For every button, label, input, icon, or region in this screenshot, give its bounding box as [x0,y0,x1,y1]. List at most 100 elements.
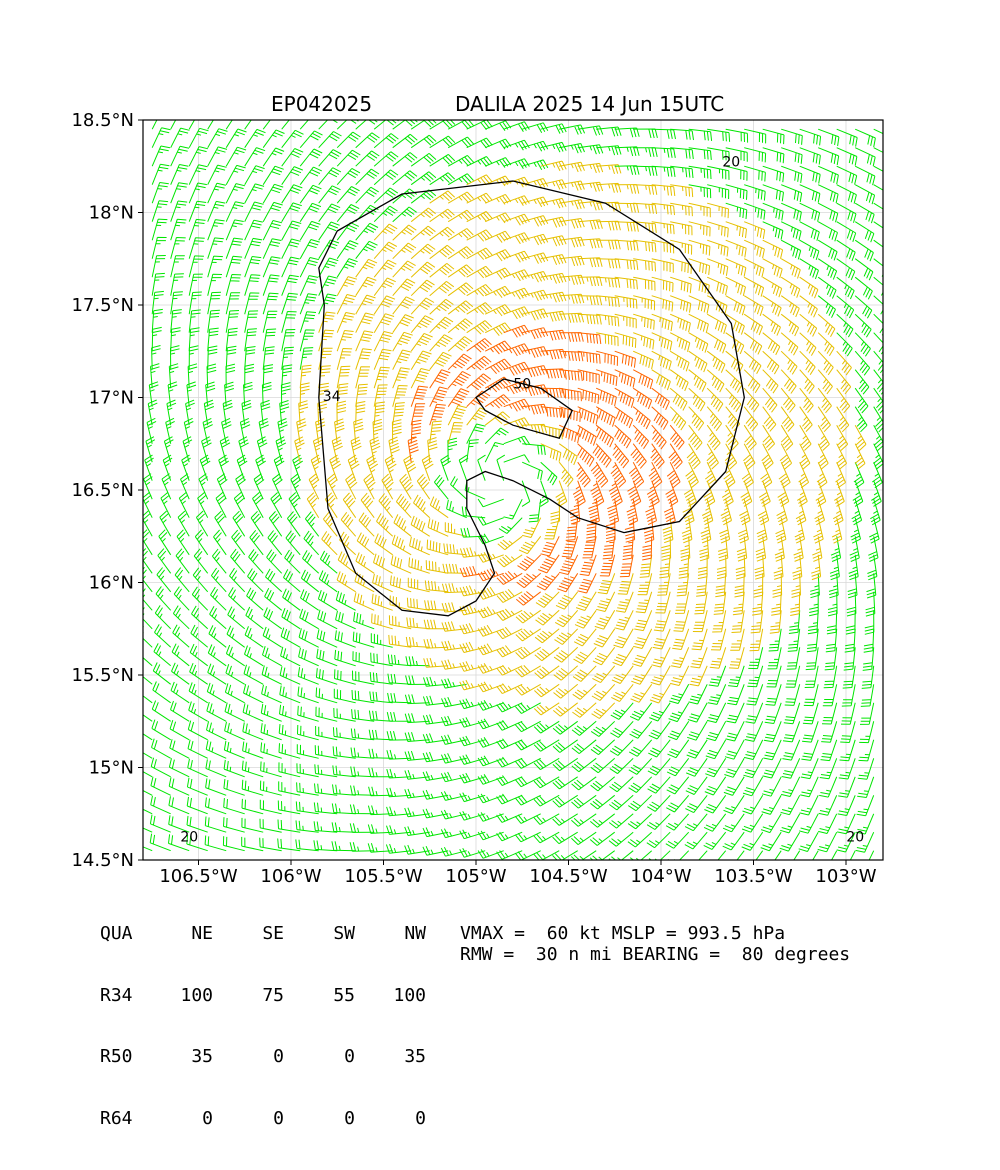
wind-barb [460,527,486,538]
wind-barb [631,647,653,667]
wind-barb [370,652,393,667]
wind-barb [207,291,222,315]
wind-barb [629,702,653,721]
wind-barb [170,145,190,167]
wind-barb [725,369,743,393]
wind-barb [533,776,560,789]
wind-barb [672,628,690,650]
wind-barb [410,152,437,167]
wind-barb [318,167,342,186]
wind-barb [422,845,449,856]
y-tick-label: 16°N [89,573,134,594]
wind-barb [688,128,713,141]
wind-barb [856,795,875,817]
wind-barb [170,200,188,222]
axis-ticks: 106.5°W 106°W 105.5°W 105°W 104.5°W 104°W 103.… [71,110,876,887]
wind-barb [791,573,801,598]
wind-barb [466,156,493,167]
wind-barb [559,199,585,210]
wind-barb [204,816,227,833]
wind-barb [799,239,820,261]
wind-barb [812,536,823,562]
wind-barb [261,684,282,704]
wind-barb [799,258,819,280]
wind-barb [854,258,874,281]
wind-barb [429,386,449,407]
wind-barb [633,202,658,214]
wind-barb [854,165,876,186]
wind-barb [288,492,301,518]
wind-barb [632,369,654,390]
wind-barb [447,353,472,371]
wind-barb [571,757,597,773]
y-tick-label: 18.5°N [71,110,134,131]
wind-barb [477,643,504,656]
wind-barb [820,739,838,762]
wind-barb [249,529,264,556]
wind-barb [169,739,190,759]
wind-barb [692,610,708,633]
wind-barb [235,473,246,500]
wind-barb [466,423,486,444]
wind-barb [515,665,541,678]
wind-barb [315,687,338,704]
wind-barb [701,499,714,526]
wind-barb [360,492,375,518]
wind-barb [151,218,168,241]
wind-barb [485,175,512,187]
wind-barb [314,783,338,796]
wind-barb [441,659,467,670]
wind-barb [777,480,790,507]
wind-barb [665,480,679,507]
radii-cell: 0 [202,1107,213,1129]
wind-barb [707,684,727,705]
wind-barb [780,369,797,394]
wind-barb [817,184,839,204]
wind-barb [392,206,417,223]
wind-barb [740,480,753,507]
wind-barb [703,831,727,850]
y-tick-label: 15°N [89,758,134,779]
wind-barb [590,720,616,737]
wind-barb [780,795,801,816]
wind-barb [669,313,691,333]
wind-barb [422,771,449,781]
wind-barb [426,539,449,556]
wind-barb [503,454,530,463]
wind-barb [841,684,856,707]
wind-barb [632,387,653,410]
wind-barb [614,424,632,449]
wind-barb [477,812,504,822]
wind-barb [230,548,246,574]
wind-barb [628,461,645,488]
wind-barb [355,258,378,278]
wind-barb [670,221,693,236]
wind-barb [589,831,616,846]
wind-barb [582,536,597,559]
wind-barb [632,406,651,430]
x-tick-label: 105.5°W [344,866,423,887]
wind-barb [351,709,375,722]
wind-barb [244,128,266,148]
wind-barb [667,850,690,860]
wind-barb [317,590,338,611]
wind-barb [353,592,375,611]
wind-barb [222,836,245,852]
wind-barb [335,590,356,611]
wind-barb [392,278,416,297]
wind-barb [647,776,671,794]
wind-barb [754,554,765,580]
wind-barb [540,291,567,303]
wind-barb [215,491,227,518]
wind-barb [496,720,523,731]
wind-barb [762,406,777,432]
wind-barb [721,480,734,507]
wind-barb [590,461,609,488]
wind-barb [404,750,430,761]
wind-barb [576,424,597,446]
wind-barb [725,332,745,355]
wind-barb [794,517,805,544]
wind-barb [798,461,810,489]
wind-barb [188,127,209,148]
wind-barb [404,732,430,742]
